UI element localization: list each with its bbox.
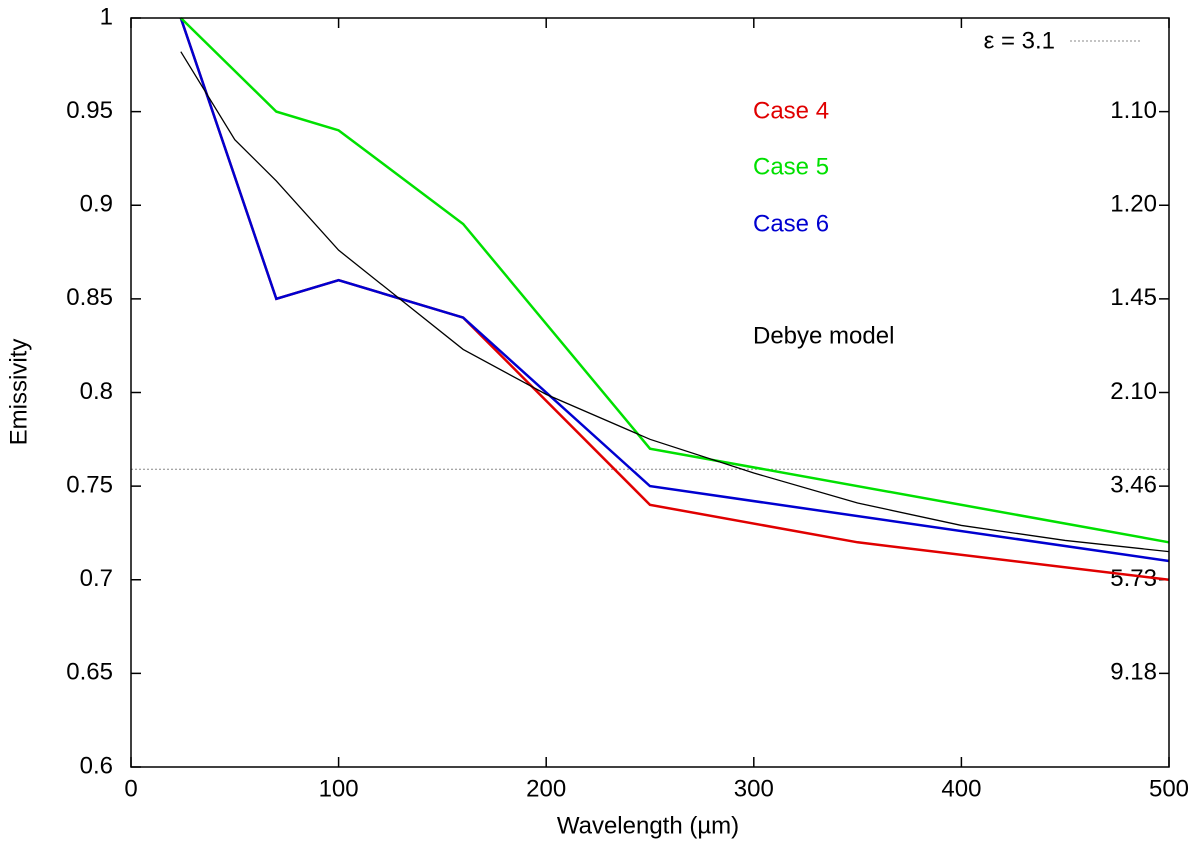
y2-tick-label: 3.46 [1110,471,1157,498]
y-axis-label: Emissivity [5,339,32,446]
y-tick-label: 1 [100,3,113,30]
y-tick-label: 0.8 [80,378,113,405]
y-tick-label: 0.95 [66,97,113,124]
legend-label: Debye model [753,322,894,349]
series-line [180,51,1170,553]
y2-tick-label: 9.18 [1110,659,1157,686]
legend-label: Case 6 [753,210,829,237]
y2-tick-label: 1.20 [1110,191,1157,218]
y-tick-label: 0.7 [80,565,113,592]
series-line [179,17,1170,563]
reference-label: ε = 3.1 [984,27,1055,54]
series-line [179,17,1170,581]
y-tick-label: 0.9 [80,191,113,218]
legend-label: Case 5 [753,153,829,180]
y-tick-label: 0.85 [66,284,113,311]
y-tick-label: 0.6 [80,752,113,779]
y2-tick-label: 1.45 [1110,284,1157,311]
plot-frame [130,17,1170,768]
x-tick-label: 100 [319,775,359,802]
y-tick-label: 0.75 [66,471,113,498]
legend-label: Case 4 [753,97,829,124]
x-tick-label: 0 [124,775,137,802]
y2-tick-label: 1.10 [1110,97,1157,124]
x-tick-label: 300 [734,775,774,802]
x-tick-label: 200 [526,775,566,802]
x-tick-label: 400 [941,775,981,802]
y-tick-label: 0.65 [66,659,113,686]
y2-tick-label: 2.10 [1110,378,1157,405]
x-axis-label: Wavelength (µm) [557,812,739,839]
series-line [179,17,1170,544]
x-tick-label: 500 [1149,775,1189,802]
